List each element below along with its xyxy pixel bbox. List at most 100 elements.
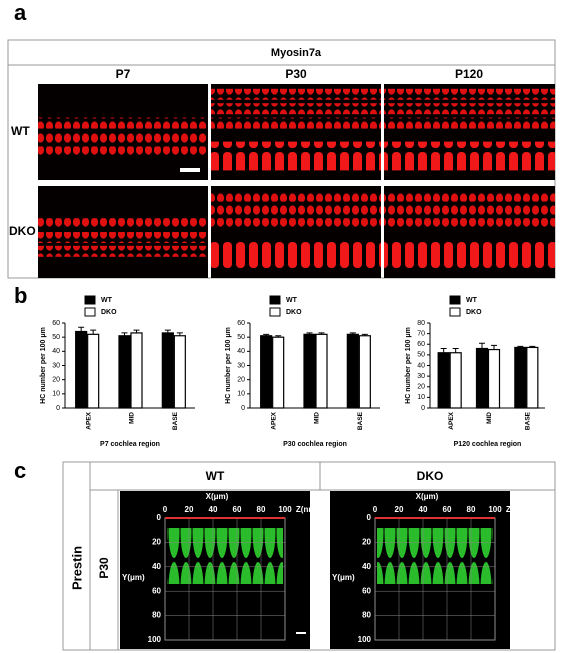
- bar: [449, 352, 462, 409]
- legend-label: DKO: [101, 309, 117, 316]
- cell-row: [211, 141, 381, 171]
- legend-swatch: [269, 307, 281, 317]
- error-bar: [78, 326, 85, 332]
- cell-row: [384, 117, 555, 129]
- error-bar: [529, 345, 536, 348]
- legend-label: WT: [466, 297, 478, 304]
- y-tick-label: 30: [52, 362, 60, 369]
- x-axis-label: X(μm): [416, 492, 439, 501]
- y-tick-label: 20: [362, 538, 371, 547]
- z-axis-label: Z(nm): [506, 505, 529, 514]
- y-tick-label: 80: [417, 320, 425, 327]
- error-bar: [452, 348, 459, 353]
- cell-row: [38, 132, 208, 143]
- bar: [303, 333, 316, 409]
- x-tick-label: 80: [257, 505, 266, 514]
- stain-title: Myosin7a: [271, 47, 322, 59]
- bar: [75, 330, 88, 409]
- y-tick-label: 30: [417, 373, 425, 380]
- y-tick-label: 40: [52, 348, 60, 355]
- y-tick-label: 80: [152, 611, 161, 620]
- legend-label: WT: [286, 297, 298, 304]
- cell-row: [211, 88, 381, 100]
- panel-label: a: [14, 0, 27, 25]
- x-tick-label: MID: [129, 412, 136, 424]
- y-tick-label: 10: [237, 391, 245, 398]
- x-tick-label: 40: [419, 505, 428, 514]
- micrographs: [38, 84, 555, 278]
- cell-row: [384, 103, 555, 115]
- column-head: DKO: [417, 469, 444, 483]
- y-tick-label: 60: [52, 320, 60, 327]
- y-tick-label: 0: [56, 405, 60, 412]
- x-tick-label: 60: [443, 505, 452, 514]
- cell-row: [211, 241, 381, 269]
- error-bar: [440, 348, 447, 353]
- confocal-images: 0 20 40 60 80 100 0 20 40 60 80 100 X(μm) Z(nm) Y(μm) 0…: [120, 491, 528, 649]
- error-bar: [133, 329, 140, 333]
- y-tick-label: 20: [52, 377, 60, 384]
- y-tick-label: 50: [237, 334, 245, 341]
- y-tick-label: 80: [362, 611, 371, 620]
- y-axis-label: Y(μm): [122, 573, 145, 582]
- x-tick-label: BASE: [525, 411, 532, 430]
- column-head: WT: [206, 469, 225, 483]
- cell-row: [167, 528, 283, 584]
- legend-swatch: [84, 307, 96, 317]
- y-tick-label: 40: [152, 562, 161, 571]
- bar: [161, 332, 174, 409]
- error-bar: [491, 344, 497, 350]
- bar: [346, 333, 359, 409]
- cell-row: [211, 190, 381, 202]
- error-bar: [176, 332, 183, 336]
- y-tick-label: 0: [157, 513, 162, 522]
- legend-swatch: [449, 295, 461, 305]
- y-tick-label: 50: [417, 352, 425, 359]
- legend-label: DKO: [286, 309, 302, 316]
- bar: [475, 347, 489, 409]
- cell-row: [384, 241, 555, 269]
- error-bar: [275, 335, 282, 338]
- y-tick-label: 60: [237, 320, 245, 327]
- x-tick-label: 100: [278, 505, 292, 514]
- legend-label: WT: [101, 297, 113, 304]
- x-axis-label: P120 cochlea region: [454, 441, 522, 448]
- y-tick-label: 40: [362, 562, 371, 571]
- cell-row: [38, 117, 208, 129]
- x-tick-label: APEX: [270, 411, 277, 429]
- bar: [315, 333, 328, 409]
- y-axis-label: HC number per 100 μm: [225, 327, 232, 404]
- x-tick-label: APEX: [85, 411, 92, 429]
- y-tick-label: 10: [52, 391, 60, 398]
- y-tick-label: 20: [237, 377, 245, 384]
- bar: [526, 346, 539, 409]
- error-bar: [263, 333, 270, 336]
- error-bar: [361, 333, 368, 336]
- x-tick-label: 80: [467, 505, 476, 514]
- x-tick-label: 60: [233, 505, 242, 514]
- error-bar: [121, 332, 128, 336]
- y-tick-label: 10: [417, 394, 425, 401]
- column-head: P7: [116, 67, 131, 81]
- cell-row: [38, 218, 208, 230]
- y-tick-label: 40: [237, 348, 245, 355]
- x-axis-label: X(μm): [206, 492, 229, 501]
- x-tick-label: BASE: [357, 411, 364, 430]
- bar: [358, 335, 371, 409]
- y-axis-label: HC number per 100 μm: [40, 327, 47, 404]
- x-tick-label: 20: [395, 505, 404, 514]
- column-head: P120: [455, 67, 483, 81]
- bar: [437, 352, 450, 409]
- y-tick-label: 30: [237, 362, 245, 369]
- bar: [272, 336, 285, 409]
- z-axis-label: Z(nm): [296, 505, 319, 514]
- error-bar: [90, 329, 97, 335]
- legend-swatch: [449, 307, 461, 317]
- x-tick-label: BASE: [172, 411, 179, 430]
- x-tick-label: 0: [373, 505, 378, 514]
- x-axis-label: P30 cochlea region: [283, 441, 347, 448]
- legend-swatch: [269, 295, 281, 305]
- x-tick-label: MID: [486, 412, 493, 424]
